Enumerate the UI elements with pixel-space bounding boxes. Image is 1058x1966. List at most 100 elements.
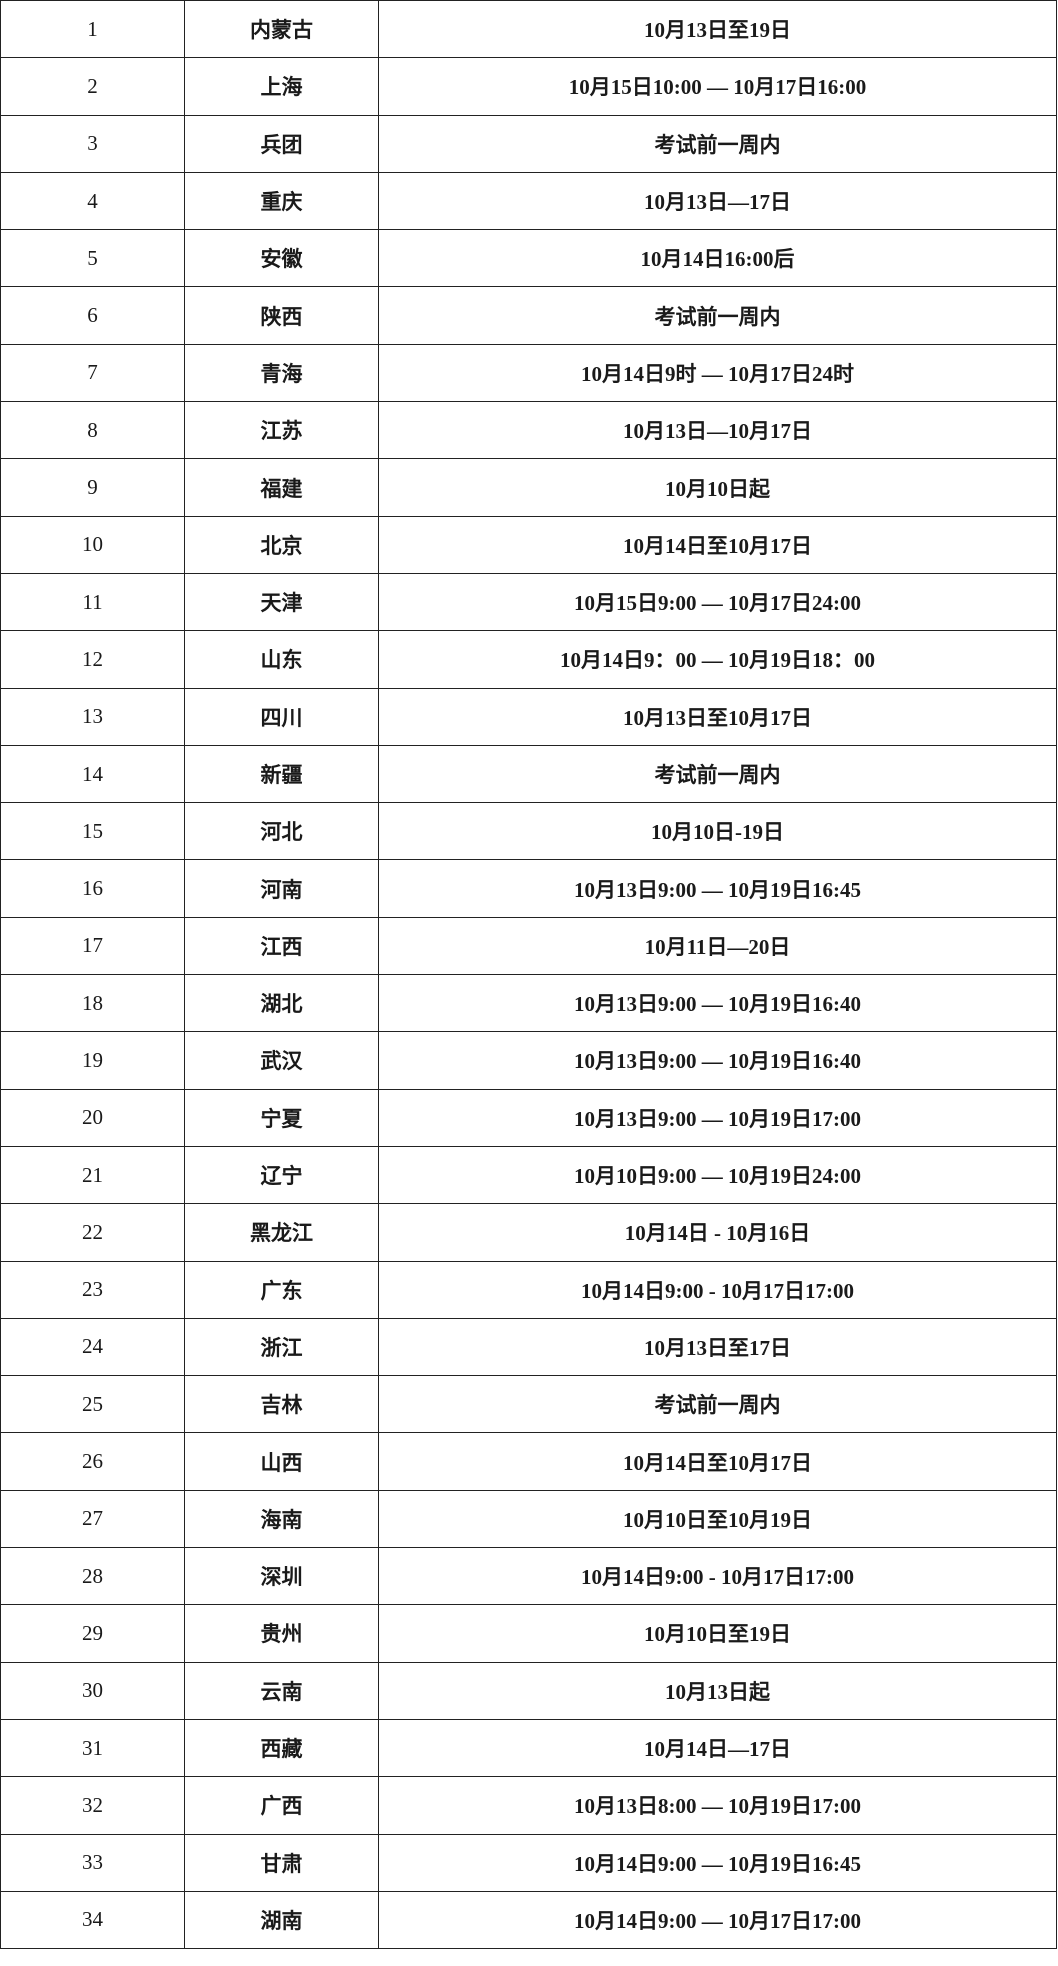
date-range: 10月13日至19日 <box>378 0 1057 59</box>
region: 浙江 <box>184 1317 379 1377</box>
date-range: 10月13日至10月17日 <box>378 687 1057 746</box>
table-row: 17 江西 10月11日—20日 <box>0 916 1057 976</box>
date-range: 10月13日8:00 — 10月19日17:00 <box>378 1776 1057 1835</box>
row-number: 20 <box>0 1088 185 1147</box>
table-row: 30 云南 10月13日起 <box>0 1661 1057 1720</box>
region: 内蒙古 <box>184 0 379 59</box>
table-row: 25 吉林 考试前一周内 <box>0 1375 1057 1434</box>
row-number: 1 <box>0 0 185 59</box>
table-row: 10 北京 10月14日至10月17日 <box>0 515 1057 574</box>
table-row: 15 河北 10月10日-19日 <box>0 802 1057 861</box>
row-number: 9 <box>0 458 185 517</box>
region: 河北 <box>184 802 379 861</box>
table-row: 31 西藏 10月14日—17日 <box>0 1718 1057 1778</box>
date-range: 10月14日 - 10月16日 <box>378 1203 1057 1262</box>
region: 新疆 <box>184 744 379 804</box>
region: 武汉 <box>184 1031 379 1090</box>
date-range: 10月10日-19日 <box>378 802 1057 861</box>
date-range: 10月13日9:00 — 10月19日16:40 <box>378 974 1057 1033</box>
region: 江苏 <box>184 401 379 460</box>
region: 云南 <box>184 1661 379 1720</box>
region: 北京 <box>184 515 379 574</box>
table-row: 14 新疆 考试前一周内 <box>0 744 1057 804</box>
table-row: 24 浙江 10月13日至17日 <box>0 1317 1057 1377</box>
row-number: 25 <box>0 1375 185 1434</box>
row-number: 11 <box>0 572 185 632</box>
row-number: 32 <box>0 1776 185 1835</box>
date-range: 考试前一周内 <box>378 114 1057 173</box>
date-range: 10月14日16:00后 <box>378 229 1057 288</box>
date-range: 考试前一周内 <box>378 286 1057 345</box>
date-range: 10月14日9时 — 10月17日24时 <box>378 343 1057 403</box>
table-row: 34 湖南 10月14日9:00 — 10月17日17:00 <box>0 1890 1057 1950</box>
date-range: 10月14日9:00 - 10月17日17:00 <box>378 1547 1057 1606</box>
region: 贵州 <box>184 1604 379 1663</box>
table-row: 27 海南 10月10日至10月19日 <box>0 1489 1057 1549</box>
table-row: 5 安徽 10月14日16:00后 <box>0 229 1057 288</box>
table-row: 2 上海 10月15日10:00 — 10月17日16:00 <box>0 57 1057 116</box>
row-number: 21 <box>0 1145 185 1205</box>
table-row: 29 贵州 10月10日至19日 <box>0 1604 1057 1663</box>
region: 江西 <box>184 916 379 976</box>
row-number: 34 <box>0 1890 185 1950</box>
region: 广东 <box>184 1260 379 1319</box>
region: 海南 <box>184 1489 379 1549</box>
table-row: 9 福建 10月10日起 <box>0 458 1057 517</box>
row-number: 15 <box>0 802 185 861</box>
table-row: 23 广东 10月14日9:00 - 10月17日17:00 <box>0 1260 1057 1319</box>
date-range: 10月14日9:00 - 10月17日17:00 <box>378 1260 1057 1319</box>
region: 河南 <box>184 859 379 918</box>
region: 福建 <box>184 458 379 517</box>
date-range: 10月14日9:00 — 10月17日17:00 <box>378 1890 1057 1950</box>
date-range: 10月11日—20日 <box>378 916 1057 976</box>
row-number: 2 <box>0 57 185 116</box>
table-row: 19 武汉 10月13日9:00 — 10月19日16:40 <box>0 1031 1057 1090</box>
region: 辽宁 <box>184 1145 379 1205</box>
row-number: 14 <box>0 744 185 804</box>
region: 兵团 <box>184 114 379 173</box>
table-row: 4 重庆 10月13日—17日 <box>0 171 1057 231</box>
table-row: 8 江苏 10月13日—10月17日 <box>0 401 1057 460</box>
date-range: 10月14日9：00 — 10月19日18：00 <box>378 630 1057 689</box>
region: 重庆 <box>184 171 379 231</box>
row-number: 26 <box>0 1432 185 1491</box>
table-row: 21 辽宁 10月10日9:00 — 10月19日24:00 <box>0 1145 1057 1205</box>
table-row: 11 天津 10月15日9:00 — 10月17日24:00 <box>0 572 1057 632</box>
date-range: 10月14日—17日 <box>378 1718 1057 1778</box>
date-range: 10月13日起 <box>378 1661 1057 1720</box>
row-number: 6 <box>0 286 185 345</box>
row-number: 8 <box>0 401 185 460</box>
date-range: 考试前一周内 <box>378 1375 1057 1434</box>
region: 西藏 <box>184 1718 379 1778</box>
region: 上海 <box>184 57 379 116</box>
date-range: 10月13日9:00 — 10月19日16:40 <box>378 1031 1057 1090</box>
date-range: 10月13日至17日 <box>378 1317 1057 1377</box>
region: 深圳 <box>184 1547 379 1606</box>
row-number: 33 <box>0 1833 185 1892</box>
region: 黑龙江 <box>184 1203 379 1262</box>
region: 陕西 <box>184 286 379 345</box>
row-number: 4 <box>0 171 185 231</box>
table-row: 1 内蒙古 10月13日至19日 <box>0 0 1057 59</box>
row-number: 28 <box>0 1547 185 1606</box>
date-range: 考试前一周内 <box>378 744 1057 804</box>
row-number: 12 <box>0 630 185 689</box>
table-row: 26 山西 10月14日至10月17日 <box>0 1432 1057 1491</box>
date-range: 10月14日至10月17日 <box>378 515 1057 574</box>
region: 湖北 <box>184 974 379 1033</box>
row-number: 24 <box>0 1317 185 1377</box>
date-range: 10月13日—17日 <box>378 171 1057 231</box>
region: 湖南 <box>184 1890 379 1950</box>
date-range: 10月13日—10月17日 <box>378 401 1057 460</box>
region: 吉林 <box>184 1375 379 1434</box>
row-number: 3 <box>0 114 185 173</box>
row-number: 18 <box>0 974 185 1033</box>
date-range: 10月10日至19日 <box>378 1604 1057 1663</box>
date-range: 10月14日9:00 — 10月19日16:45 <box>378 1833 1057 1892</box>
table-row: 12 山东 10月14日9：00 — 10月19日18：00 <box>0 630 1057 689</box>
row-number: 30 <box>0 1661 185 1720</box>
table-row: 3 兵团 考试前一周内 <box>0 114 1057 173</box>
